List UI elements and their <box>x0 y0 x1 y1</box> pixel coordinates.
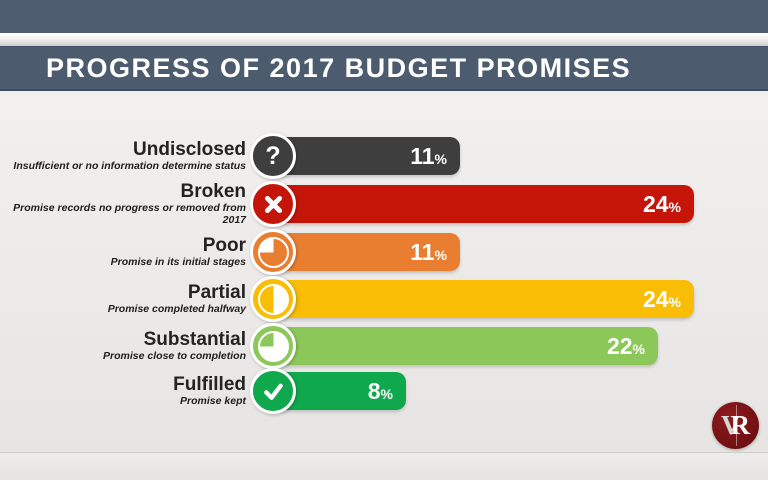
category-labels: Broken Promise records no progress or re… <box>0 181 246 227</box>
category-labels: Undisclosed Insufficient or no informati… <box>0 133 246 179</box>
category-labels: Substantial Promise close to completion <box>0 323 246 369</box>
category-labels: Poor Promise in its initial stages <box>0 229 246 275</box>
bar-row-substantial: Substantial Promise close to completion … <box>0 323 768 369</box>
pie-half-icon <box>250 276 296 322</box>
value-label: 11% <box>410 142 447 169</box>
category-label: Partial <box>187 281 246 303</box>
value-label: 24% <box>642 190 681 217</box>
category-label: Undisclosed <box>133 138 246 160</box>
category-label: Fulfilled <box>173 373 246 395</box>
category-label: Substantial <box>143 328 246 350</box>
category-description: Insufficient or no information determine… <box>13 160 246 173</box>
pie-three-quarter-icon <box>250 323 296 369</box>
question-glyph: ? <box>265 141 281 170</box>
category-labels: Fulfilled Promise kept <box>0 368 246 414</box>
category-description: Promise close to completion <box>103 350 246 363</box>
category-description: Promise kept <box>180 395 246 408</box>
logo-letter-r: R <box>730 410 751 440</box>
header-divider-strip <box>0 33 768 46</box>
pie-half-glyph <box>257 283 289 315</box>
bar: 24% <box>262 185 694 223</box>
bar-row-broken: Broken Promise records no progress or re… <box>0 181 768 227</box>
top-band <box>0 0 768 33</box>
category-label: Poor <box>202 234 246 256</box>
bar-row-poor: Poor Promise in its initial stages 11% <box>0 229 768 275</box>
bar-row-fulfilled: Fulfilled Promise kept 8% <box>0 368 768 414</box>
cross-icon <box>250 181 296 227</box>
bar-row-undisclosed: Undisclosed Insufficient or no informati… <box>0 133 768 179</box>
value-label: 22% <box>606 332 645 359</box>
category-description: Promise completed halfway <box>107 303 246 316</box>
question-icon: ? <box>250 133 296 179</box>
value-label: 11% <box>410 238 447 265</box>
bar-row-partial: Partial Promise completed halfway 24% <box>0 276 768 322</box>
check-glyph <box>263 383 283 400</box>
pie-three-quarter-glyph <box>257 330 289 362</box>
title-band: PROGRESS OF 2017 BUDGET PROMISES <box>0 46 768 91</box>
bar: 22% <box>262 327 658 365</box>
category-description: Promise in its initial stages <box>110 256 246 269</box>
logo-divider <box>735 405 737 446</box>
vr-logo: V R <box>712 402 759 449</box>
value-label: 8% <box>367 377 393 404</box>
check-icon <box>250 368 296 414</box>
pie-quarter-icon <box>250 229 296 275</box>
category-description: Promise records no progress or removed f… <box>13 202 246 227</box>
logo-letter-v: V <box>721 410 741 440</box>
bar: 24% <box>262 280 694 318</box>
pie-quarter-glyph <box>257 236 289 268</box>
category-label: Broken <box>180 180 246 202</box>
page-title: PROGRESS OF 2017 BUDGET PROMISES <box>46 52 632 83</box>
category-labels: Partial Promise completed halfway <box>0 276 246 322</box>
footer-band <box>0 452 768 480</box>
cross-glyph <box>264 195 282 213</box>
value-label: 24% <box>642 285 681 312</box>
